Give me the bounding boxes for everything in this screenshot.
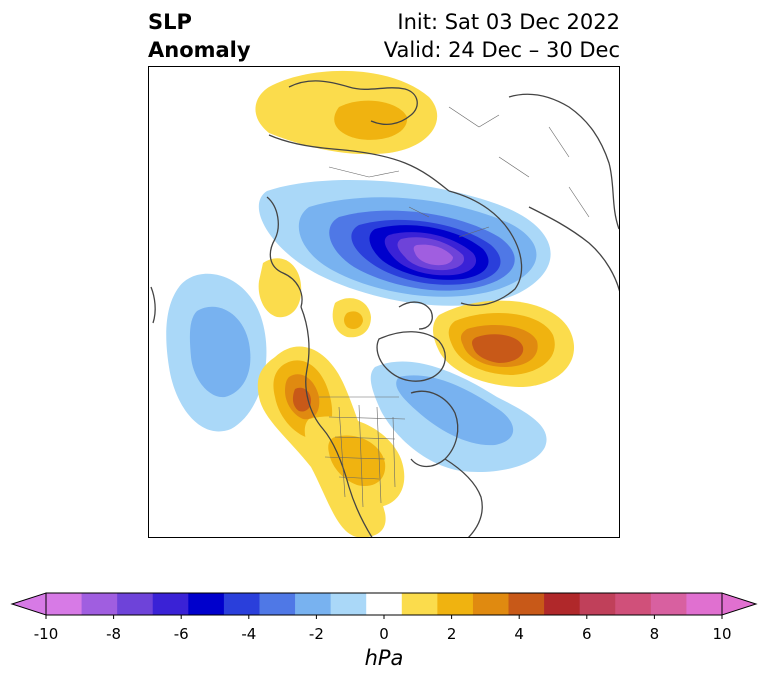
colorbar-tick-label: -10 [33, 625, 59, 643]
map-panel [148, 66, 620, 538]
colorbar-bin [508, 593, 545, 615]
colorbar-bin [650, 593, 687, 615]
colorbar-bin [223, 593, 260, 615]
colorbar-tick-label: -2 [308, 625, 324, 643]
map-svg [150, 70, 619, 537]
colorbar-bin [188, 593, 225, 615]
colorbar-bin [401, 593, 438, 615]
colorbar-bin [330, 593, 367, 615]
init-date: Init: Sat 03 Dec 2022 [397, 10, 620, 34]
colorbar-unit-label: hPa [364, 646, 404, 670]
chart-title-right: Init: Sat 03 Dec 2022 Valid: 24 Dec – 30… [384, 8, 620, 64]
colorbar-tick-label: -6 [173, 625, 189, 643]
colorbar-bin [366, 593, 403, 615]
coastlines [150, 80, 619, 537]
colorbar-bin [686, 593, 723, 615]
colorbar-tick-label: 8 [649, 625, 660, 643]
anomaly-siberia-negative [258, 179, 551, 306]
colorbar-tick-label: 4 [514, 625, 524, 643]
colorbar-tick-label: -4 [241, 625, 257, 643]
colorbar-bin [117, 593, 154, 615]
colorbar-extend-high [721, 592, 758, 616]
colorbar-bin [544, 593, 581, 615]
colorbar-tick-label: 10 [712, 625, 732, 643]
anomaly-atlantic-negative [370, 361, 547, 472]
colorbar-bin [295, 593, 332, 615]
colorbar-tick-label: 2 [446, 625, 457, 643]
colorbar [10, 592, 758, 619]
colorbar-tick-label: 0 [379, 625, 389, 643]
colorbar-bin [579, 593, 616, 615]
title-anomaly: Anomaly [148, 38, 251, 62]
chart-title-left: SLP Anomaly [148, 8, 251, 64]
colorbar-bin [615, 593, 652, 615]
anomaly-greenland-positive [433, 300, 575, 387]
colorbar-tick-label: -8 [106, 625, 122, 643]
colorbar-bin [437, 593, 474, 615]
valid-range: Valid: 24 Dec – 30 Dec [383, 38, 620, 62]
title-slp: SLP [148, 10, 192, 34]
anomaly-europe-positive [255, 70, 438, 155]
colorbar-tick-label: 6 [582, 625, 592, 643]
colorbar-bin [259, 593, 296, 615]
colorbar-bin [472, 593, 510, 615]
anomaly-pacific-negative [166, 273, 267, 432]
anomaly-alaska-positive [258, 258, 371, 338]
anomaly-centralus-positive [304, 416, 405, 507]
colorbar-bin [152, 593, 189, 615]
colorbar-bin [81, 593, 118, 615]
political-borders [319, 106, 590, 508]
colorbar-extend-low [10, 592, 47, 616]
colorbar-bin [46, 593, 83, 615]
